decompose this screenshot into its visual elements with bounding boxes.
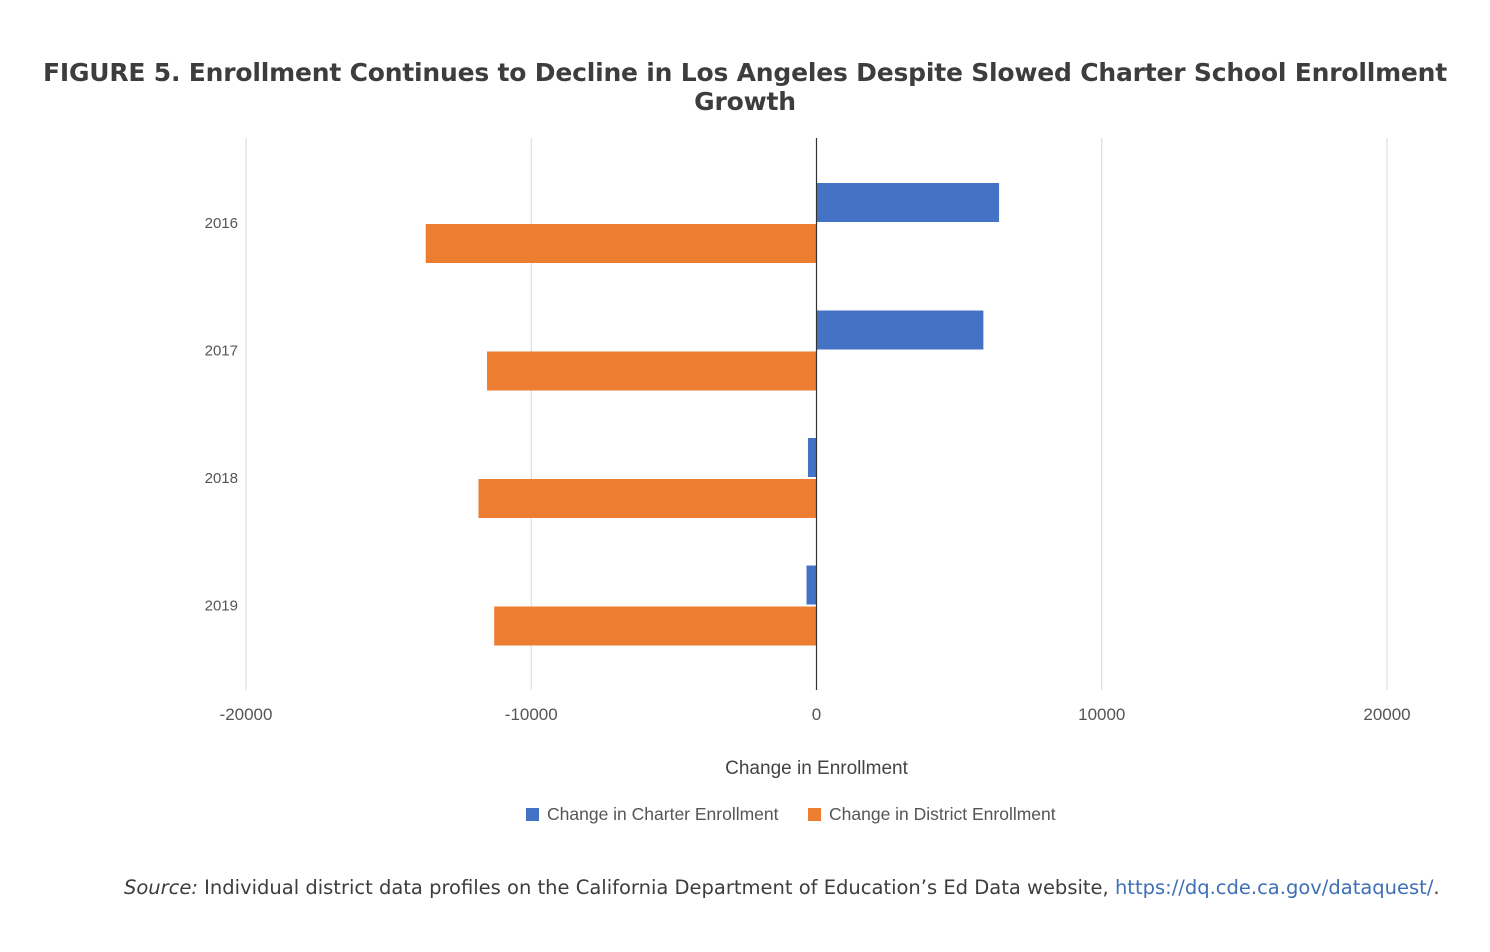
- bar-charter-2016: [816, 183, 1000, 222]
- bar-charter-2019: [806, 565, 817, 605]
- x-axis-title: Change in Enrollment: [725, 758, 908, 779]
- bars: [425, 183, 1000, 646]
- figure-title: FIGURE 5. Enrollment Continues to Declin…: [42, 58, 1448, 116]
- x-tick-label: -10000: [505, 705, 558, 724]
- grid-lines: [245, 138, 1388, 690]
- legend-swatch-charter: [526, 808, 539, 821]
- source-link[interactable]: https://dq.cde.ca.gov/dataquest/: [1114, 876, 1434, 899]
- y-axis-labels: 2016 2017 2018 2019: [205, 215, 238, 615]
- y-tick-label: 2019: [205, 598, 238, 615]
- y-tick-label: 2017: [205, 343, 238, 360]
- bar-district-2018: [478, 479, 817, 518]
- bar-district-2019: [494, 606, 817, 646]
- x-tick-label: 10000: [1078, 705, 1125, 724]
- source-label: Source:: [124, 876, 198, 899]
- bar-charter-2017: [816, 310, 984, 350]
- y-tick-label: 2018: [205, 470, 238, 487]
- bar-district-2016: [425, 224, 817, 263]
- x-tick-label: -20000: [220, 705, 273, 724]
- bar-district-2017: [487, 351, 817, 391]
- legend-swatch-district: [808, 808, 821, 821]
- source-end: .: [1433, 876, 1440, 899]
- source-note: Source: Individual district data profile…: [124, 876, 1440, 899]
- x-tick-label: 0: [812, 705, 821, 724]
- legend-label-charter: Change in Charter Enrollment: [547, 804, 779, 824]
- legend: Change in Charter Enrollment Change in Di…: [526, 804, 1056, 824]
- bar-charter-2018: [807, 438, 817, 477]
- legend-label-district: Change in District Enrollment: [829, 804, 1056, 824]
- x-tick-label: 20000: [1363, 705, 1410, 724]
- x-axis-labels: -20000 -10000 0 10000 20000: [220, 705, 1411, 724]
- y-tick-label: 2016: [205, 215, 238, 232]
- source-text: Individual district data profiles on the…: [197, 876, 1115, 899]
